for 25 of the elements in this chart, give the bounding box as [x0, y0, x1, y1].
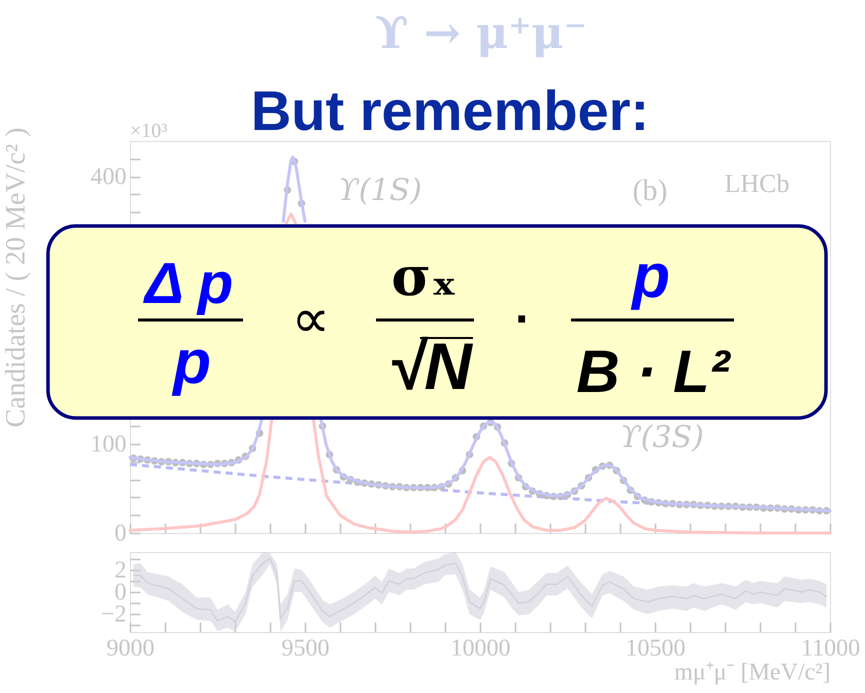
x-tick-label: 9000 — [106, 636, 154, 662]
annotation: Δ p — [142, 251, 234, 316]
y-axis-title: Candidates / ( 20 MeV/c² ) — [0, 128, 32, 428]
annotation: (b) — [632, 174, 668, 207]
x-tick-label: 9500 — [282, 636, 330, 662]
x-tick-label: 10500 — [626, 636, 686, 662]
annotation: · — [515, 293, 531, 346]
annotation: ×10³ — [130, 120, 168, 142]
x-tick-label: 11000 — [800, 636, 860, 662]
annotation: LHCb — [724, 169, 790, 198]
y-tick-label: 400 — [90, 164, 126, 190]
annotation: ϒ(1S) — [338, 173, 422, 208]
annotation: σₓ — [391, 244, 457, 308]
annotation: ϒ(3S) — [620, 420, 704, 455]
text: But remember: — [250, 79, 650, 142]
x-axis-title: mμ⁺μ⁻ [MeV/c²] — [674, 660, 830, 686]
y-tick-label: 100 — [90, 431, 126, 458]
annotation: ∝ — [292, 289, 330, 349]
annotation: p — [171, 328, 211, 397]
line-series — [132, 558, 828, 623]
x-tick-label: 10000 — [450, 636, 510, 662]
annotation: p — [630, 242, 670, 311]
y-tick-label: 0 — [114, 520, 126, 546]
annotation: B · L² — [576, 338, 732, 405]
annotation: √N — [388, 329, 474, 403]
